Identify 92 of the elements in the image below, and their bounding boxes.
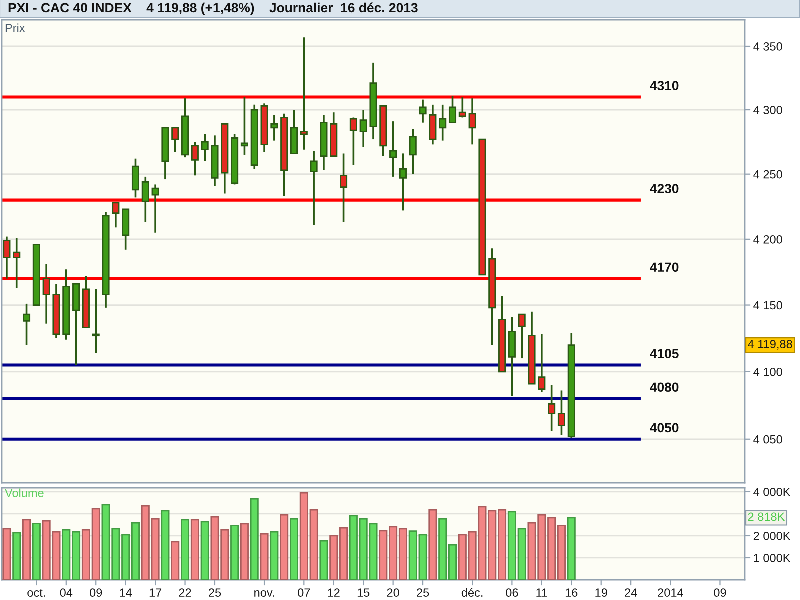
y-tick-label: 2 000K bbox=[754, 532, 791, 540]
bar bbox=[270, 531, 279, 580]
x-tick-label: 22 bbox=[179, 588, 192, 597]
bar bbox=[22, 519, 32, 580]
ref-line-label: 4170 bbox=[650, 262, 679, 272]
candlestick bbox=[360, 109, 368, 148]
bar bbox=[190, 519, 200, 580]
bar bbox=[428, 509, 438, 580]
candlestick bbox=[448, 95, 457, 124]
x-tick-label: 06 bbox=[506, 588, 518, 598]
bar bbox=[260, 533, 269, 580]
candlestick bbox=[439, 104, 447, 142]
y-tick-label: 4 300 bbox=[754, 106, 782, 114]
x-tick-label: 25 bbox=[417, 588, 430, 598]
bar bbox=[32, 522, 41, 580]
x-tick-label: 25 bbox=[209, 588, 222, 598]
y-tick-label: 4 050 bbox=[754, 435, 782, 444]
candlestick bbox=[399, 152, 407, 212]
candlestick bbox=[13, 237, 21, 289]
x-tick-label: 09 bbox=[90, 588, 102, 598]
bar bbox=[230, 525, 240, 580]
y-tick-label: 4 100 bbox=[754, 368, 782, 376]
candlestick bbox=[152, 184, 160, 234]
bar bbox=[250, 498, 259, 580]
y-tick-label: 4 250 bbox=[754, 170, 782, 179]
text: 2 818K bbox=[748, 512, 786, 522]
candlestick bbox=[558, 390, 566, 436]
candlestick bbox=[350, 116, 358, 166]
y-tick-label: 1 000K bbox=[754, 554, 791, 562]
x-tick-label: 19 bbox=[596, 588, 608, 598]
bar bbox=[567, 517, 576, 580]
bar bbox=[240, 523, 249, 580]
candlestick bbox=[300, 36, 308, 151]
bar bbox=[2, 528, 12, 580]
candlestick bbox=[409, 128, 417, 176]
ref-line-label: 4080 bbox=[650, 382, 679, 392]
candlestick bbox=[42, 263, 50, 325]
x-tick-label: 04 bbox=[60, 588, 73, 598]
x-tick-label: nov. bbox=[254, 590, 274, 598]
candlestick bbox=[172, 127, 180, 154]
bar bbox=[161, 510, 170, 580]
bar bbox=[320, 540, 328, 580]
bar bbox=[181, 519, 190, 580]
candlestick bbox=[518, 314, 526, 360]
candlestick bbox=[191, 141, 199, 177]
chart-title: PXI - CAC 40 INDEX 4 119,88 (+1,48%) Journalier 16 déc. 2013 bbox=[8, 2, 418, 16]
bar bbox=[290, 518, 299, 580]
candlestick bbox=[112, 202, 120, 229]
candlestick bbox=[23, 303, 31, 346]
y-axis-title: Volume bbox=[5, 488, 44, 498]
candlestick bbox=[458, 96, 466, 119]
candlestick bbox=[468, 98, 476, 146]
y-axis-title: Prix bbox=[6, 24, 26, 32]
bar bbox=[171, 541, 180, 580]
candlestick bbox=[310, 150, 318, 226]
x-tick-label: 09 bbox=[714, 588, 726, 598]
candlestick bbox=[340, 152, 348, 224]
bar bbox=[200, 521, 210, 580]
candlestick bbox=[270, 114, 278, 142]
x-tick-label: 24 bbox=[625, 588, 638, 597]
bar bbox=[12, 532, 22, 580]
x-tick-label: déc. bbox=[462, 588, 483, 598]
candlestick bbox=[390, 120, 398, 178]
x-tick-label: 11 bbox=[536, 588, 548, 597]
x-tick-label: oct. bbox=[28, 589, 46, 598]
candlestick bbox=[201, 133, 209, 162]
y-tick-label: 4 200 bbox=[754, 235, 782, 244]
candlestick bbox=[419, 98, 427, 124]
ref-line-label: 4230 bbox=[650, 184, 679, 194]
bar bbox=[280, 514, 289, 580]
x-tick-label: 14 bbox=[120, 588, 132, 597]
x-tick-label: 07 bbox=[298, 588, 310, 598]
y-tick-label: 4 350 bbox=[754, 42, 782, 51]
candlestick bbox=[240, 96, 248, 156]
candlestick bbox=[548, 384, 556, 432]
candlestick bbox=[132, 158, 140, 199]
candlestick bbox=[142, 176, 150, 224]
x-tick-label: 12 bbox=[328, 588, 340, 597]
x-tick-label: 17 bbox=[150, 588, 162, 597]
y-tick-label: 4 000K bbox=[754, 488, 791, 496]
x-tick-label: 20 bbox=[387, 588, 400, 598]
x-tick-label: 2014 bbox=[658, 588, 684, 598]
ref-line-label: 4105 bbox=[650, 349, 679, 358]
x-tick-label: 15 bbox=[358, 588, 370, 598]
candlestick bbox=[3, 236, 11, 280]
x-tick-label: 16 bbox=[566, 588, 578, 598]
candlestick bbox=[92, 288, 100, 354]
text: 4 119,88 bbox=[748, 340, 792, 350]
y-tick-label: 4 150 bbox=[754, 301, 782, 310]
candlestick bbox=[538, 334, 546, 393]
ref-line-label: 4050 bbox=[650, 423, 679, 433]
ref-line-label: 4310 bbox=[650, 81, 679, 91]
